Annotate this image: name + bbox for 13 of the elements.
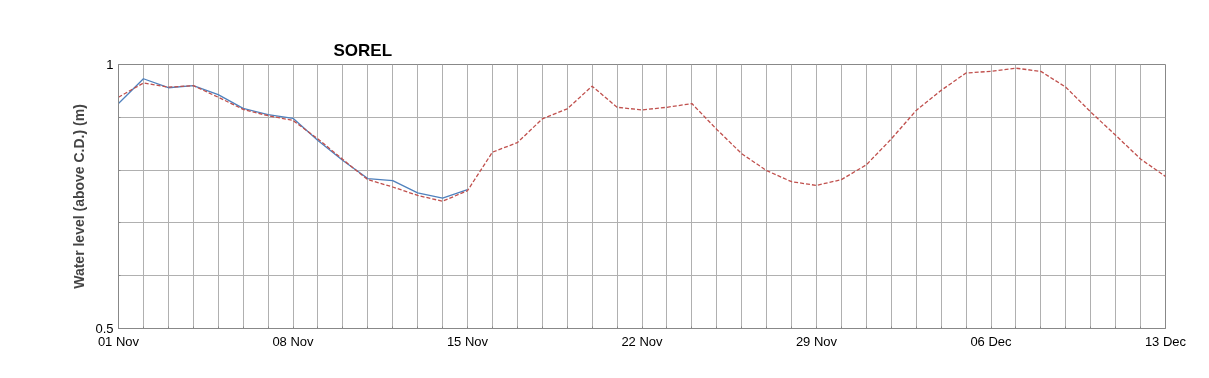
x-tick-label: 15 Nov [446,333,489,349]
x-tick-label: 22 Nov [621,333,664,349]
y-tick-label: 0.5 [95,321,114,336]
x-tick-label: 29 Nov [795,333,838,349]
line-series [118,67,1166,202]
x-tick-label: 01 Nov [97,333,140,349]
x-tick-label: 06 Dec [970,333,1013,349]
x-tick-label: 13 Dec [1144,333,1187,349]
y-tick-label: 1 [106,57,114,72]
chart-title: SOREL [333,40,393,60]
x-tick-label: 08 Nov [272,333,315,349]
y-axis-title: Water level (above C.D.) (m) [71,104,88,289]
line-series [118,78,469,199]
